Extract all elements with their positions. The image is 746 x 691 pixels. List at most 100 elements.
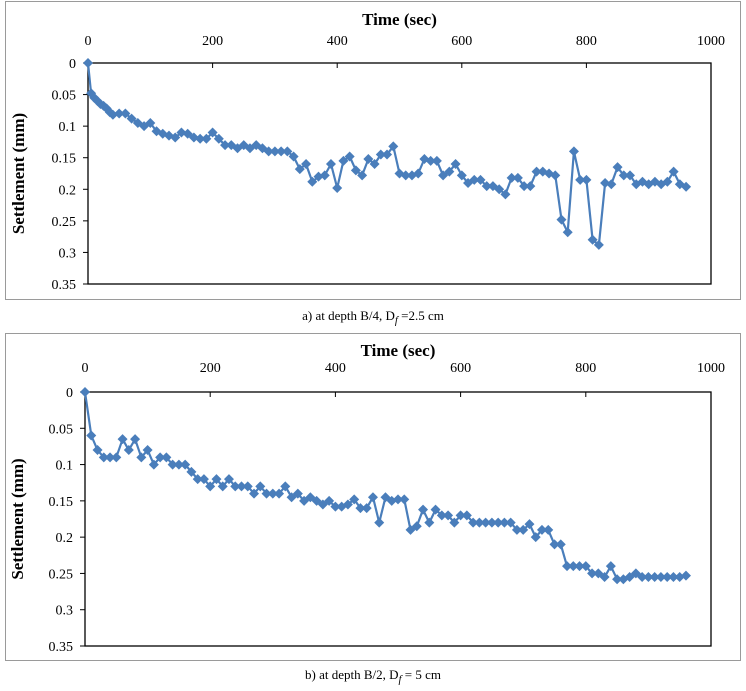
chart-a-data-point [668, 166, 679, 177]
chart-b-svg: 0 200 400 600 800 1000 0 0.05 0.1 0.15 0.2 0.25 0.3 0… [8, 341, 725, 655]
chart-a-data-point [388, 141, 399, 152]
chart-b-data-point [167, 459, 178, 470]
chart-b-data-point [468, 517, 479, 528]
chart-a-y-tick-label: 0.05 [52, 89, 77, 104]
chart-b-data-point [399, 494, 410, 505]
chart-b-data-point [511, 524, 522, 535]
chart-b-data-point [536, 524, 547, 535]
chart-b-y-tick-label: 0.2 [56, 531, 74, 546]
chart-b-data-point [568, 561, 579, 572]
chart-b-data-point [461, 510, 472, 521]
chart-a-data-point [307, 176, 318, 187]
chart-a-data-point [556, 214, 567, 225]
chart-b-data-point [280, 481, 291, 492]
chart-a-data-point [182, 128, 193, 139]
chart-a-svg: 0 200 400 600 800 1000 0 0.05 0.1 0.15 0.2 0.25 0.3 0… [9, 10, 725, 293]
chart-b-data-point [624, 572, 635, 583]
chart-b-data-point [186, 466, 197, 477]
chart-a-data-point [288, 151, 299, 162]
chart-a-y-axis-title: Settlement (mm) [9, 113, 28, 234]
chart-b-data-point [292, 488, 303, 499]
chart-b-data-point [480, 517, 491, 528]
chart-b-data-point [612, 574, 623, 585]
chart-b-data-point [274, 488, 285, 499]
chart-b-data-point [618, 574, 629, 585]
chart-a-data-point [344, 151, 355, 162]
chart-b-data-point [574, 561, 585, 572]
chart-a-data-point [294, 164, 305, 175]
chart-b-caption: b) at depth B/2, Df = 5 cm [0, 667, 746, 686]
chart-b-data-point [674, 572, 685, 583]
chart-b-data-point [205, 481, 216, 492]
chart-b-data-point [173, 459, 184, 470]
chart-b-x-tick-label: 0 [82, 361, 89, 376]
chart-a-data-point [519, 181, 530, 192]
chart-a-data-point [681, 181, 692, 192]
chart-a-data-point [332, 183, 343, 194]
chart-a-data-point [375, 149, 386, 160]
chart-a-data-point [126, 113, 137, 124]
chart-b-data-point [549, 539, 560, 550]
chart-b-y-axis-title: Settlement (mm) [8, 458, 27, 579]
chart-b-data-point [662, 572, 673, 583]
chart-b-caption-prefix: b) at depth B/2, D [305, 667, 399, 682]
chart-a-data-point [618, 170, 629, 181]
chart-b-data-point [393, 494, 403, 505]
chart-panel-b: 0 200 400 600 800 1000 0 0.05 0.1 0.15 0.2 0.25 0.3 0… [5, 333, 741, 661]
chart-a-data-point [494, 184, 505, 195]
chart-a-data-point [606, 179, 617, 190]
chart-b-y-tick-label: 0.3 [56, 604, 74, 619]
chart-a-data-point [263, 146, 274, 157]
chart-a-data-point [469, 174, 480, 185]
chart-b-data-point [367, 492, 378, 503]
chart-a-x-tick-label: 800 [576, 34, 597, 49]
chart-a-data-point [145, 117, 156, 128]
chart-a-data-point [114, 108, 125, 119]
chart-a-data-point [525, 181, 536, 192]
chart-b-data-point [505, 517, 516, 528]
chart-a-data-point [444, 166, 455, 177]
chart-b-data-point [267, 488, 278, 499]
chart-b-data-point [562, 561, 573, 572]
chart-b-data-point [211, 474, 222, 485]
chart-b-data-point [680, 570, 691, 581]
chart-a-data-point [413, 168, 424, 179]
chart-panel-a: 0 200 400 600 800 1000 0 0.05 0.1 0.15 0.2 0.25 0.3 0… [5, 1, 741, 300]
chart-a-data-point [319, 170, 330, 181]
chart-b-data-point [543, 524, 554, 535]
chart-b-x-tick-label: 600 [450, 361, 471, 376]
chart-b-y-tick-label: 0 [66, 386, 73, 401]
chart-a-data-point [325, 159, 336, 170]
chart-b-data-point [192, 474, 203, 485]
chart-b-data-point [630, 568, 641, 579]
chart-b-data-point [180, 459, 191, 470]
chart-a-data-point [581, 174, 592, 185]
chart-b-y-tick-label: 0.1 [56, 459, 74, 474]
chart-b-data-point [155, 452, 166, 463]
chart-b-data-point [649, 572, 660, 583]
chart-a-caption: a) at depth B/4, Df =2.5 cm [0, 308, 746, 327]
chart-a-x-tick-label: 200 [202, 34, 223, 49]
chart-b-data-point [355, 503, 366, 514]
chart-b-data-point [249, 488, 260, 499]
chart-a-plot-area [87, 62, 712, 285]
chart-b-data-point [555, 539, 566, 550]
chart-b-data-point [223, 474, 234, 485]
chart-a-x-tick-label: 400 [327, 34, 348, 49]
chart-a-data-point [369, 159, 380, 170]
chart-b-data-point [599, 572, 610, 583]
chart-b-data-point [411, 521, 422, 532]
chart-b-data-point [486, 517, 497, 528]
chart-a-data-point [456, 170, 467, 181]
chart-a-data-point [220, 140, 231, 151]
chart-b-data-point [261, 488, 272, 499]
chart-b-y-tick-label: 0.35 [49, 640, 74, 655]
chart-b-series-line [83, 391, 687, 581]
chart-a-y-tick-label: 0.15 [52, 152, 77, 167]
chart-a-data-point [625, 170, 636, 181]
chart-b-data-point [361, 503, 372, 514]
chart-a-data-point [593, 239, 604, 250]
chart-b-data-point [499, 517, 510, 528]
chart-b-data-point [524, 519, 535, 530]
chart-a-data-point [550, 170, 561, 181]
